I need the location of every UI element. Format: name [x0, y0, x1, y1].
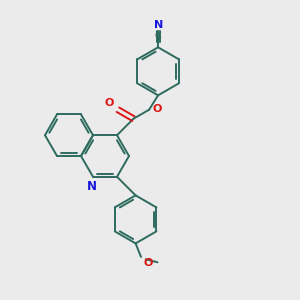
Text: N: N [86, 180, 97, 194]
Text: O: O [153, 104, 162, 114]
Text: N: N [154, 20, 163, 30]
Text: O: O [105, 98, 114, 108]
Text: O: O [143, 258, 153, 268]
Text: C: C [155, 31, 161, 41]
